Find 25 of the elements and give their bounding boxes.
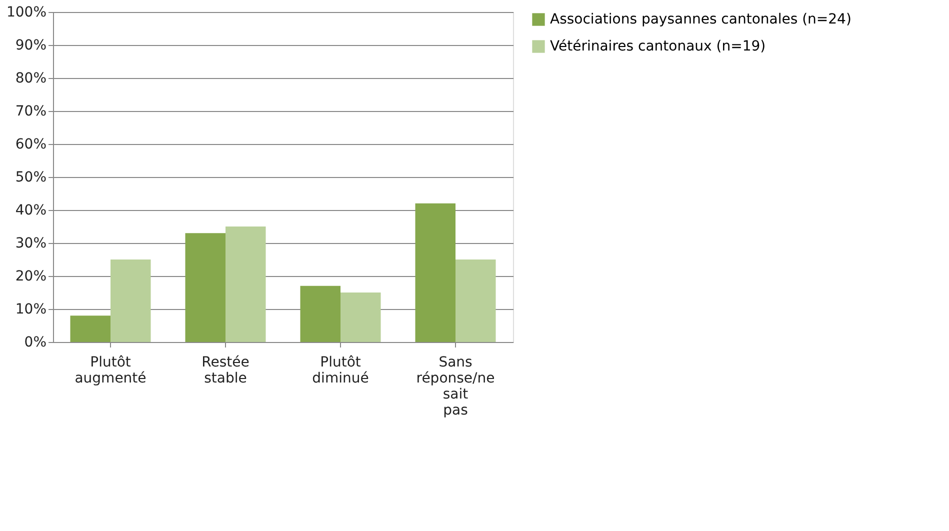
bar [226,226,266,342]
x-tick-label: Plutôt augmenté [74,354,146,386]
y-tick-label: 50% [15,170,46,186]
y-tick-label: 40% [15,202,46,218]
y-tick-label: 90% [15,38,46,54]
bar [70,316,110,342]
legend-label: Associations paysannes cantonales (n=24) [550,12,852,28]
bar [185,233,226,342]
y-tick-label: 80% [15,70,46,86]
y-tick-label: 20% [15,268,46,284]
bar [456,260,496,342]
bar [340,292,381,342]
legend-label: Vétérinaires cantonaux (n=19) [550,38,766,54]
bar [415,203,456,342]
y-tick-label: 30% [15,236,46,252]
bar [110,260,151,342]
x-tick-label: Sans réponse/ne sait pas [416,354,495,418]
y-tick-label: 10% [15,302,46,318]
y-tick-label: 60% [15,136,46,152]
y-tick-label: 100% [6,4,46,20]
y-tick-label: 0% [24,334,46,350]
bar [300,286,340,342]
x-tick-label: Plutôt diminué [312,354,369,386]
x-tick-label: Restée stable [202,354,250,386]
y-tick-label: 70% [15,104,46,120]
